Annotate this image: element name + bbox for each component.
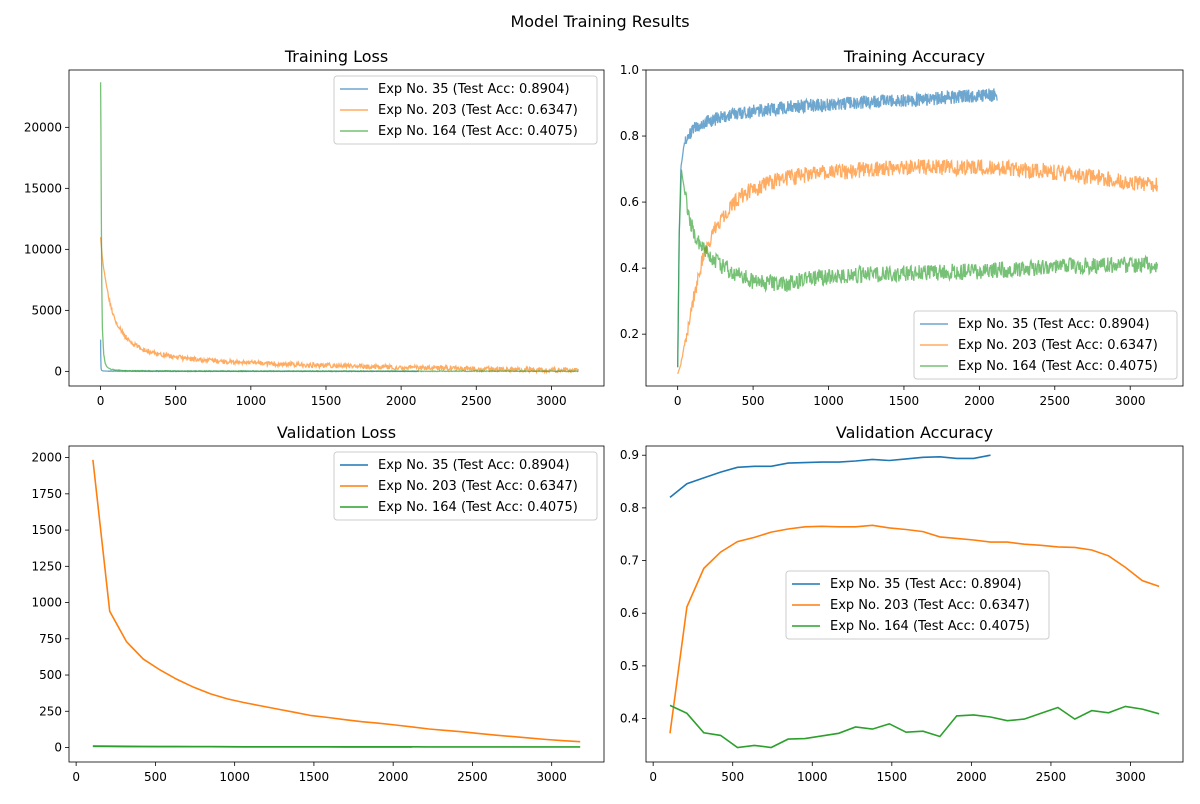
validation-loss-ytick-label: 1250 — [31, 559, 62, 573]
validation-loss-xtick-label: 2000 — [378, 770, 409, 784]
validation-loss-legend-label: Exp No. 35 (Test Acc: 0.8904) — [378, 458, 570, 473]
training-loss-legend-label: Exp No. 203 (Test Acc: 0.6347) — [378, 103, 578, 118]
training-loss-chart: Training Loss 0 500 1000 1500 2000 2500 3000 0 50… — [24, 47, 605, 408]
validation-accuracy-title: Validation Accuracy — [836, 423, 993, 442]
validation-loss-legend-box — [333, 451, 598, 521]
validation-accuracy-xtick-label: 0 — [649, 770, 657, 784]
validation-accuracy-ytick-label: 0.6 — [620, 606, 639, 620]
training-accuracy-xtick-label: 3000 — [1115, 394, 1146, 408]
validation-accuracy-xtick-label: 500 — [721, 770, 744, 784]
training-accuracy-legend-label: Exp No. 164 (Test Acc: 0.4075) — [958, 359, 1158, 374]
validation-accuracy-ytick-label: 0.9 — [620, 448, 639, 462]
validation-accuracy-xtick-label: 3000 — [1115, 770, 1146, 784]
validation-accuracy-xtick-label: 2000 — [956, 770, 987, 784]
training-accuracy-series-exp164 — [677, 169, 1159, 368]
training-accuracy-ytick-label: 0.2 — [620, 327, 639, 341]
validation-accuracy-series-exp35 — [669, 454, 991, 499]
training-accuracy-ytick-label: 0.4 — [620, 261, 639, 275]
validation-accuracy-ytick-label: 0.8 — [620, 501, 639, 515]
validation-loss-xtick-label: 1000 — [219, 770, 250, 784]
training-accuracy-legend-box — [913, 310, 1178, 380]
validation-loss-legend-label: Exp No. 164 (Test Acc: 0.4075) — [378, 500, 578, 515]
training-accuracy-series-exp203 — [677, 158, 1159, 375]
validation-loss-ytick-label: 1750 — [31, 487, 62, 501]
validation-accuracy-xtick-label: 1000 — [797, 770, 828, 784]
training-loss-title: Training Loss — [284, 47, 388, 66]
validation-loss-series-exp164 — [92, 745, 581, 748]
training-loss-legend: Exp No. 35 (Test Acc: 0.8904) Exp No. 203… — [333, 75, 598, 145]
validation-loss-ytick-label: 0 — [54, 741, 62, 755]
training-accuracy-ytick-label: 0.8 — [620, 129, 639, 143]
training-accuracy-xtick-label: 0 — [674, 394, 682, 408]
validation-accuracy-ytick-label: 0.7 — [620, 554, 639, 568]
validation-loss-legend: Exp No. 35 (Test Acc: 0.8904) Exp No. 203… — [333, 451, 598, 521]
training-loss-ytick-label: 0 — [54, 364, 62, 378]
training-accuracy-ytick-label: 0.6 — [620, 195, 639, 209]
training-accuracy-legend: Exp No. 35 (Test Acc: 0.8904) Exp No. 203… — [913, 310, 1178, 380]
validation-loss-xtick-label: 0 — [72, 770, 80, 784]
training-loss-xtick-label: 1500 — [311, 394, 342, 408]
validation-loss-ytick-label: 250 — [39, 704, 62, 718]
validation-loss-xtick-label: 500 — [144, 770, 167, 784]
validation-loss-xtick-label: 1500 — [299, 770, 330, 784]
training-loss-axes-frame — [68, 69, 605, 387]
training-loss-xtick-label: 1000 — [236, 394, 267, 408]
validation-loss-axes-frame — [68, 445, 605, 763]
validation-accuracy-series-exp164 — [669, 704, 1160, 749]
training-loss-series-exp164 — [99, 82, 579, 373]
validation-accuracy-legend-box — [785, 570, 1050, 640]
validation-loss-xtick-label: 3000 — [536, 770, 567, 784]
training-accuracy-xtick-label: 2500 — [1040, 394, 1071, 408]
validation-loss-chart: Validation Loss 0 500 1000 1500 2000 2500 3000 0… — [31, 423, 605, 784]
validation-accuracy-legend-label: Exp No. 35 (Test Acc: 0.8904) — [830, 577, 1022, 592]
training-loss-ytick-label: 10000 — [24, 242, 62, 256]
training-accuracy-xtick-label: 2000 — [964, 394, 995, 408]
validation-loss-legend-label: Exp No. 203 (Test Acc: 0.6347) — [378, 479, 578, 494]
validation-loss-ytick-label: 750 — [39, 632, 62, 646]
training-accuracy-legend-label: Exp No. 203 (Test Acc: 0.6347) — [958, 338, 1158, 353]
training-loss-legend-label: Exp No. 35 (Test Acc: 0.8904) — [378, 82, 570, 97]
training-loss-xtick-label: 2000 — [386, 394, 417, 408]
validation-loss-title: Validation Loss — [277, 423, 396, 442]
validation-loss-xtick-label: 2500 — [457, 770, 488, 784]
training-loss-xtick-label: 3000 — [536, 394, 567, 408]
validation-loss-series-exp203 — [92, 459, 581, 743]
training-loss-ytick-label: 20000 — [24, 120, 62, 134]
training-loss-xtick-label: 2500 — [461, 394, 492, 408]
figure-title: Model Training Results — [510, 12, 690, 31]
validation-accuracy-xtick-label: 1500 — [877, 770, 908, 784]
training-loss-legend-box — [333, 75, 598, 145]
validation-loss-ytick-label: 2000 — [31, 451, 62, 465]
training-accuracy-series-exp35 — [677, 88, 998, 368]
training-loss-series-exp203 — [99, 237, 580, 375]
training-accuracy-xtick-label: 500 — [742, 394, 765, 408]
validation-accuracy-axes-frame — [645, 445, 1184, 763]
validation-accuracy-legend-label: Exp No. 164 (Test Acc: 0.4075) — [830, 619, 1030, 634]
validation-accuracy-xtick-label: 2500 — [1036, 770, 1067, 784]
validation-accuracy-ytick-label: 0.4 — [620, 712, 639, 726]
validation-accuracy-legend-label: Exp No. 203 (Test Acc: 0.6347) — [830, 598, 1030, 613]
training-accuracy-ytick-label: 1.0 — [620, 63, 639, 77]
training-accuracy-xtick-label: 1500 — [889, 394, 920, 408]
validation-accuracy-chart: Validation Accuracy 0 500 1000 1500 2000 2500 3… — [620, 423, 1184, 784]
validation-accuracy-legend: Exp No. 35 (Test Acc: 0.8904) Exp No. 203… — [785, 570, 1050, 640]
training-loss-legend-label: Exp No. 164 (Test Acc: 0.4075) — [378, 124, 578, 139]
validation-accuracy-ytick-label: 0.5 — [620, 659, 639, 673]
training-accuracy-chart: Training Accuracy 0 500 1000 1500 2000 2500 300… — [620, 47, 1184, 408]
training-accuracy-axes-frame — [645, 69, 1184, 387]
training-accuracy-xtick-label: 1000 — [813, 394, 844, 408]
training-loss-ytick-label: 15000 — [24, 181, 62, 195]
training-accuracy-legend-label: Exp No. 35 (Test Acc: 0.8904) — [958, 317, 1150, 332]
validation-loss-ytick-label: 1500 — [31, 523, 62, 537]
validation-accuracy-series-exp203 — [669, 524, 1160, 734]
validation-loss-ytick-label: 1000 — [31, 596, 62, 610]
training-loss-xtick-label: 0 — [97, 394, 105, 408]
training-loss-xtick-label: 500 — [164, 394, 187, 408]
training-loss-ytick-label: 5000 — [31, 303, 62, 317]
validation-loss-ytick-label: 500 — [39, 668, 62, 682]
training-accuracy-title: Training Accuracy — [843, 47, 985, 66]
